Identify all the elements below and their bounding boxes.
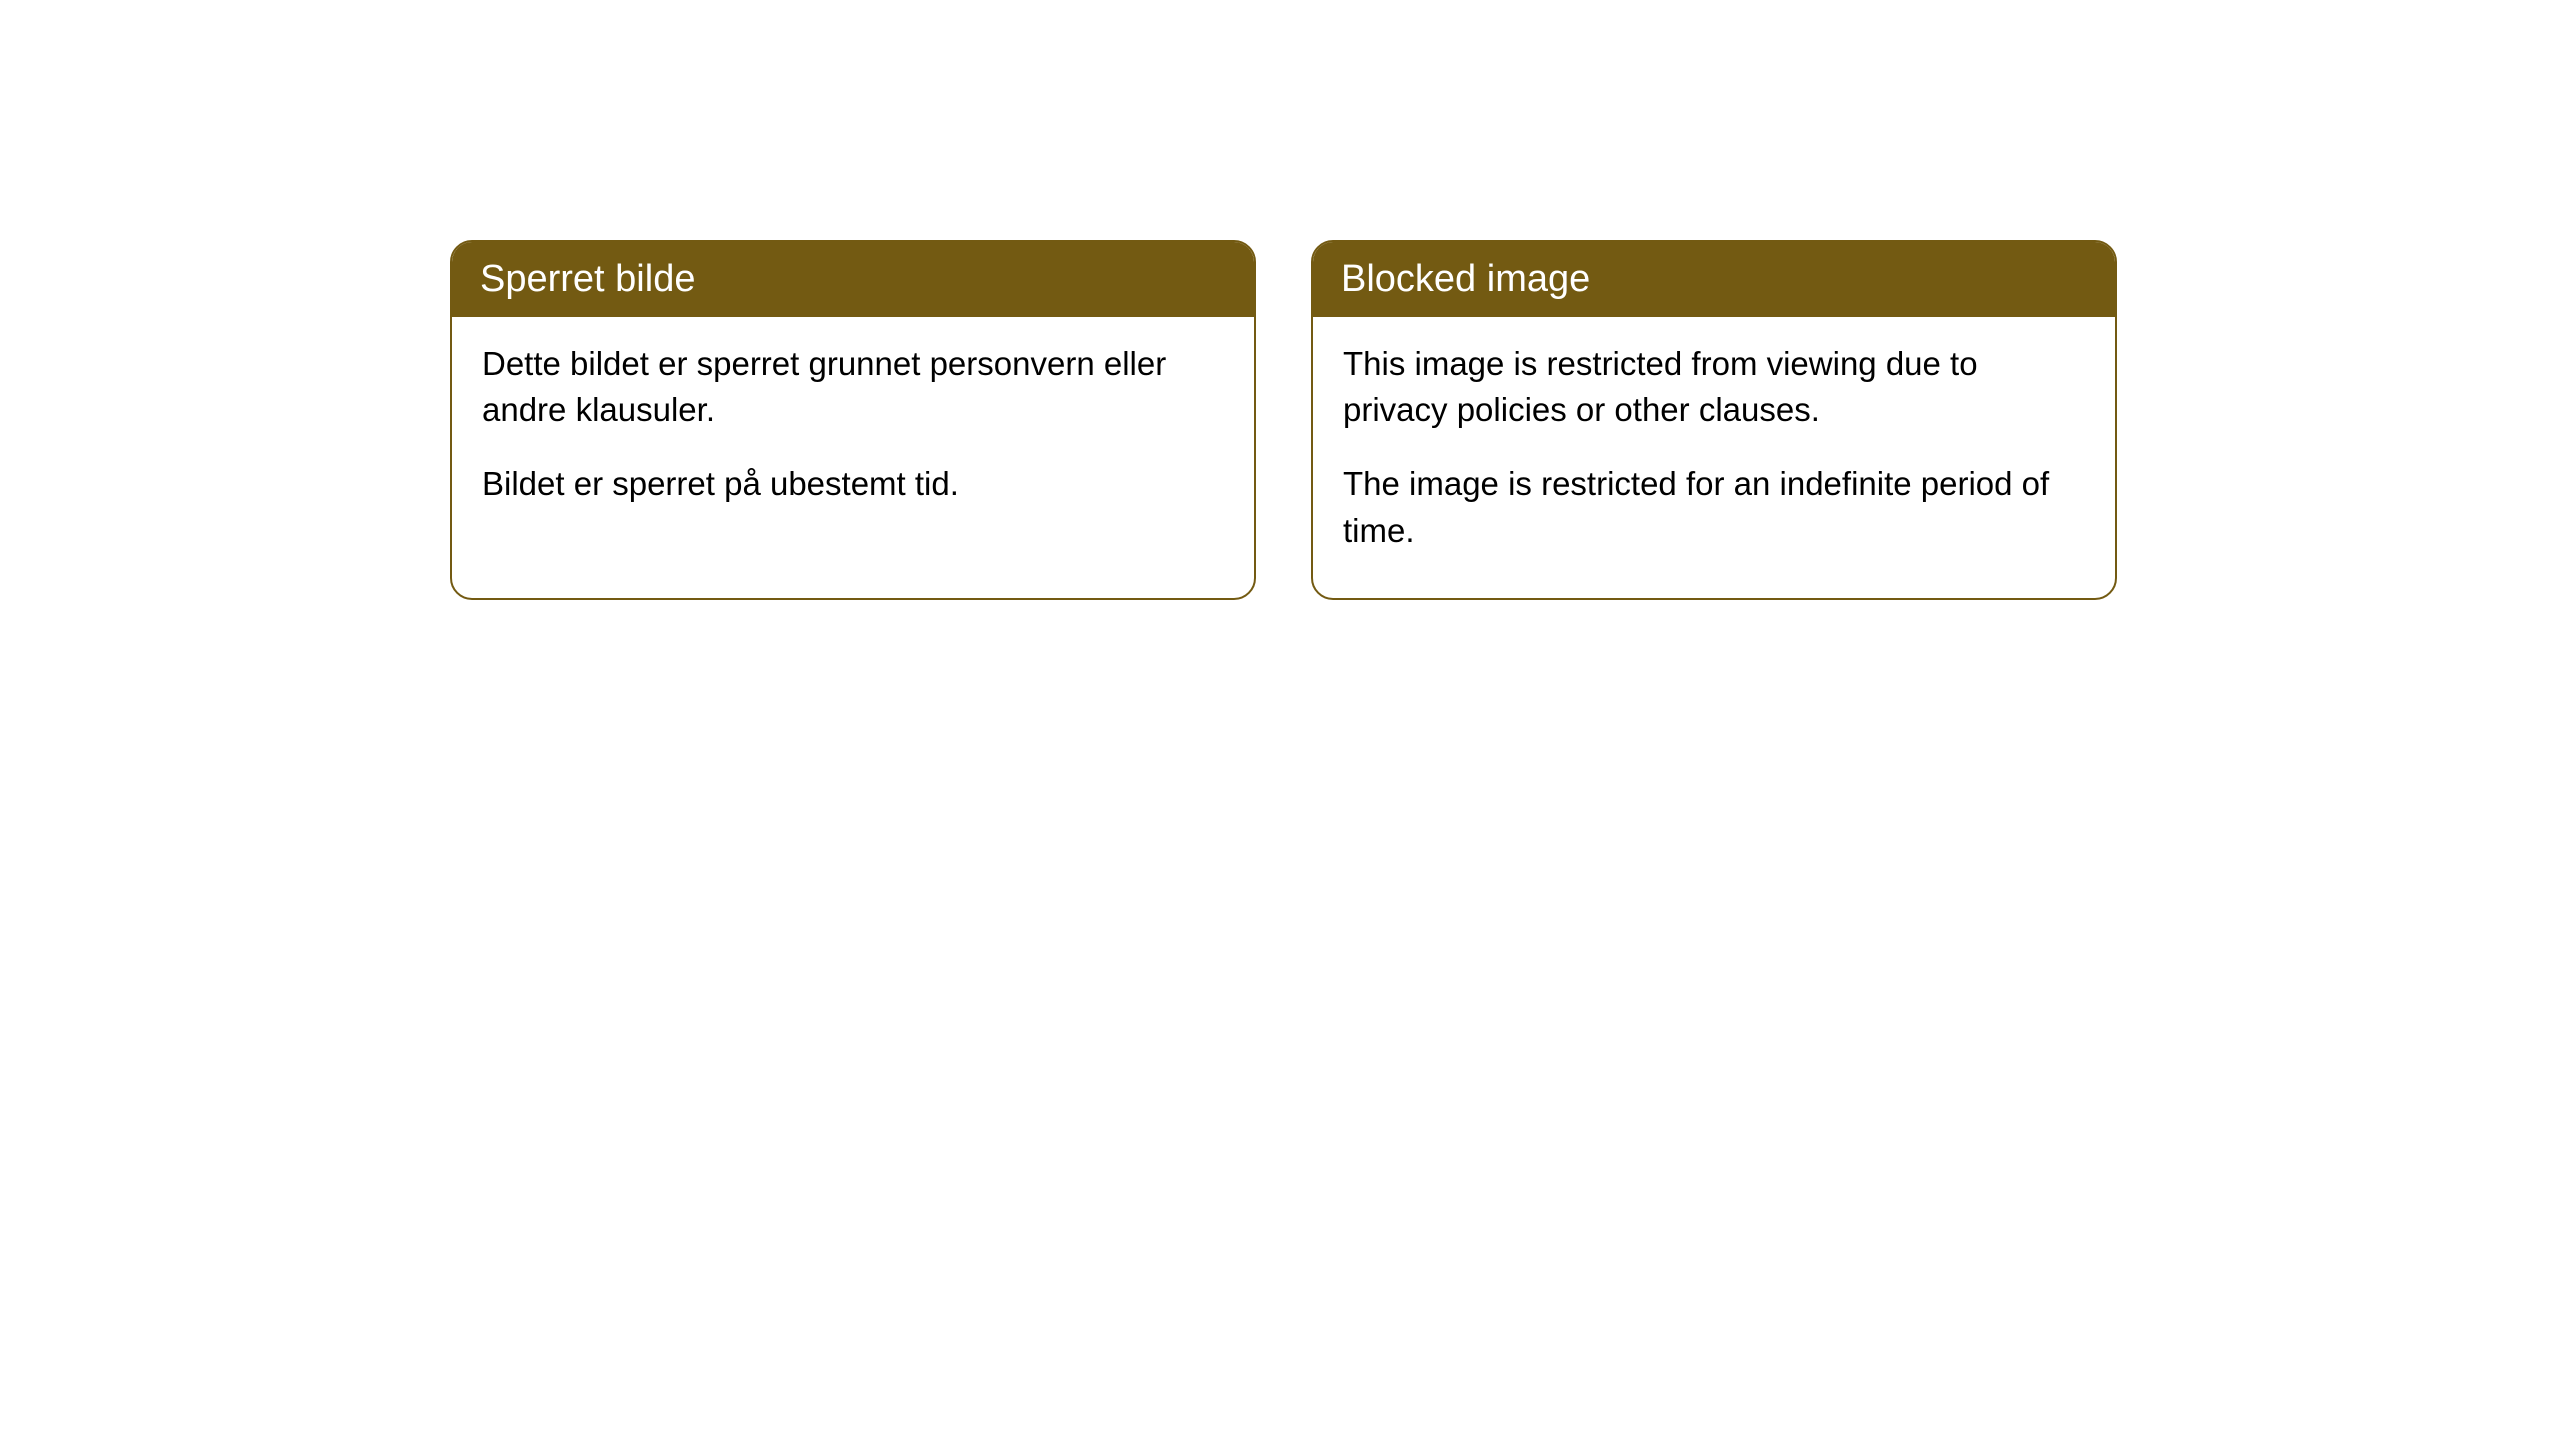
card-body-english: This image is restricted from viewing du… — [1313, 317, 2115, 598]
card-paragraph-1-norwegian: Dette bildet er sperret grunnet personve… — [482, 341, 1224, 433]
card-paragraph-2-english: The image is restricted for an indefinit… — [1343, 461, 2085, 553]
card-paragraph-2-norwegian: Bildet er sperret på ubestemt tid. — [482, 461, 1224, 507]
cards-container: Sperret bilde Dette bildet er sperret gr… — [450, 240, 2117, 600]
card-body-norwegian: Dette bildet er sperret grunnet personve… — [452, 317, 1254, 552]
blocked-image-card-norwegian: Sperret bilde Dette bildet er sperret gr… — [450, 240, 1256, 600]
card-paragraph-1-english: This image is restricted from viewing du… — [1343, 341, 2085, 433]
card-title-norwegian: Sperret bilde — [452, 242, 1254, 317]
card-title-english: Blocked image — [1313, 242, 2115, 317]
blocked-image-card-english: Blocked image This image is restricted f… — [1311, 240, 2117, 600]
